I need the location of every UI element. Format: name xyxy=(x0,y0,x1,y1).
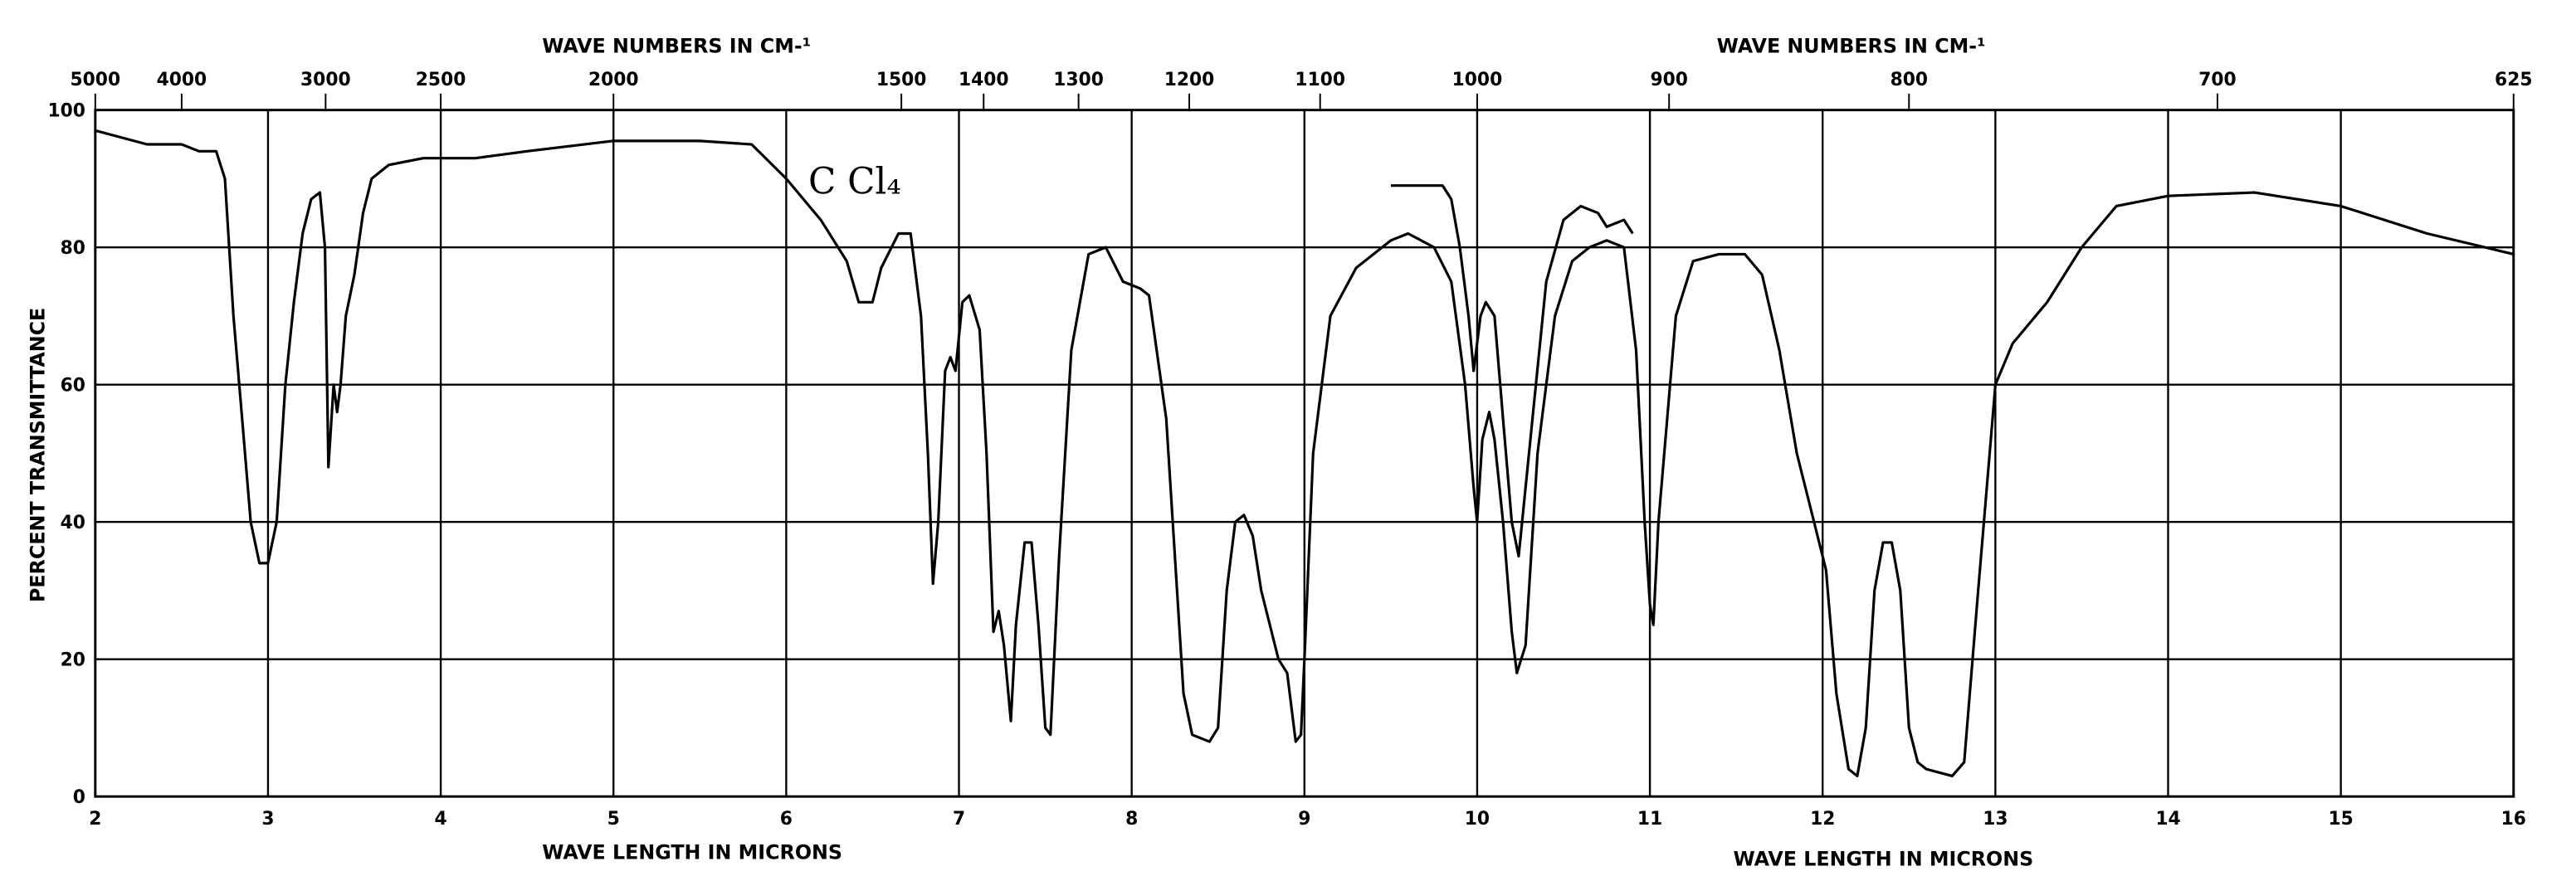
x-tick-label: 10 xyxy=(1465,809,1490,830)
x-tick-label: 5 xyxy=(607,809,620,830)
x-tick-label: 16 xyxy=(2501,809,2526,830)
x2-tick-label: 4000 xyxy=(157,70,207,90)
y-tick-label: 100 xyxy=(48,101,85,122)
x2-tick-label: 3000 xyxy=(300,70,351,90)
x2-tick-label: 900 xyxy=(1650,70,1687,90)
x2-tick-label: 700 xyxy=(2198,70,2236,90)
x-axis-title: WAVE LENGTH IN MICRONS xyxy=(542,840,842,864)
x-tick-label: 15 xyxy=(2328,809,2353,830)
x-tick-label: 8 xyxy=(1125,809,1138,830)
x2-tick-label: 800 xyxy=(1891,70,1928,90)
x2-tick-label: 2000 xyxy=(588,70,639,90)
y-tick-label: 40 xyxy=(61,513,85,533)
y-tick-label: 20 xyxy=(61,650,85,671)
y-tick-label: 60 xyxy=(61,376,85,397)
x-tick-label: 3 xyxy=(261,809,274,830)
x-axis-title: WAVE LENGTH IN MICRONS xyxy=(1733,847,2033,870)
x2-tick-label: 1000 xyxy=(1452,70,1503,90)
x2-tick-label: 5000 xyxy=(71,70,121,90)
x-tick-label: 14 xyxy=(2155,809,2180,830)
x2-tick-label: 2500 xyxy=(416,70,466,90)
x-tick-label: 13 xyxy=(1983,809,2008,830)
x2-tick-label: 1200 xyxy=(1164,70,1215,90)
annotation: C Cl₄ xyxy=(808,162,901,203)
x2-tick-label: 1300 xyxy=(1053,70,1104,90)
x2-tick-label: 1500 xyxy=(876,70,927,90)
x-tick-label: 7 xyxy=(953,809,965,830)
x2-tick-label: 1100 xyxy=(1295,70,1345,90)
y-axis-title: PERCENT TRANSMITTANCE xyxy=(26,308,49,602)
x-tick-label: 9 xyxy=(1298,809,1310,830)
x-tick-label: 12 xyxy=(1810,809,1835,830)
x2-axis-title: WAVE NUMBERS IN CM-¹ xyxy=(542,34,811,57)
spectrum-line xyxy=(95,129,2515,778)
x2-tick-label: 1400 xyxy=(959,70,1009,90)
y-tick-label: 80 xyxy=(61,238,85,259)
spectrum-line xyxy=(1390,184,1634,558)
x-tick-label: 2 xyxy=(89,809,101,830)
x-tick-label: 4 xyxy=(435,809,447,830)
plot-frame xyxy=(94,109,2515,798)
x-tick-label: 6 xyxy=(780,809,793,830)
x2-axis-title: WAVE NUMBERS IN CM-¹ xyxy=(1717,34,1986,57)
y-tick-label: 0 xyxy=(73,787,85,808)
x2-tick-label: 625 xyxy=(2495,70,2532,90)
x-tick-label: 11 xyxy=(1637,809,1662,830)
